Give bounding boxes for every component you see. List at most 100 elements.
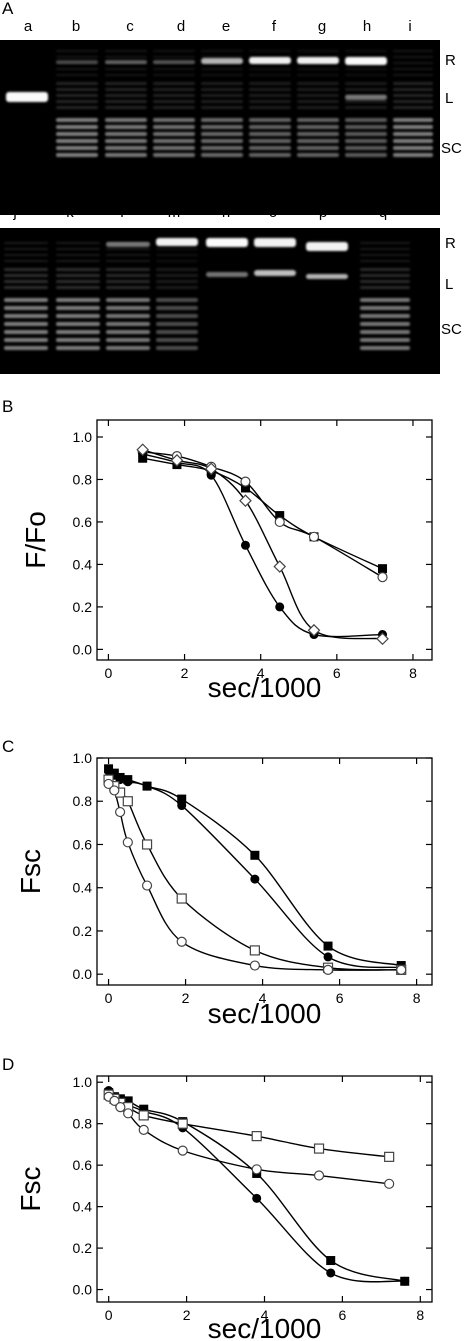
- gel-band: [105, 68, 147, 70]
- gel-band: [345, 68, 387, 70]
- gel-band: [153, 100, 195, 103]
- y-tick-label: 0.8: [73, 1116, 93, 1132]
- y-tick-label: 0.0: [73, 966, 93, 982]
- gel-band: [106, 330, 150, 334]
- gel-band: [201, 82, 243, 85]
- gel-band: [393, 56, 433, 58]
- marker-filled-square: [323, 941, 333, 951]
- marker-open-circle: [322, 964, 334, 975]
- gel-band: [249, 132, 291, 136]
- x-tick-label: 6: [333, 665, 341, 681]
- gel-band: [56, 260, 100, 262]
- gel-band: [56, 94, 98, 97]
- gel-band: [201, 125, 243, 129]
- gel-band: [206, 238, 248, 247]
- gel-band: [156, 248, 198, 250]
- gel-band: [56, 125, 98, 129]
- gel-band: [393, 88, 433, 91]
- lane-label: h: [362, 18, 372, 35]
- series-open-circle: [108, 1096, 390, 1185]
- gel-band: [297, 106, 339, 109]
- gel-band: [345, 57, 387, 65]
- x-tick-label: 0: [105, 1307, 113, 1323]
- marker-open-circle: [122, 837, 133, 848]
- y-tick-label: 1.0: [73, 750, 93, 766]
- marker-filled-circle: [400, 1276, 410, 1286]
- x-tick-label: 0: [105, 990, 113, 1006]
- gel-band: [106, 322, 150, 326]
- y-tick-label: 0.0: [73, 1282, 93, 1298]
- gel-band: [153, 125, 195, 129]
- gel-band: [156, 268, 198, 271]
- lane-label: g: [317, 18, 327, 35]
- marker-filled-square: [177, 794, 187, 804]
- gel-band: [106, 242, 150, 244]
- lane-label: j: [13, 204, 17, 221]
- marker-open-circle: [176, 936, 187, 947]
- lane-label: m: [167, 204, 181, 221]
- gel-band: [156, 260, 198, 262]
- gel-band: [4, 260, 48, 262]
- gel-band: [153, 132, 195, 136]
- y-tick-label: 0.6: [73, 514, 93, 530]
- marker-filled-circle: [250, 874, 260, 884]
- gel-band: [201, 146, 243, 150]
- x-axis-label: sec/1000: [208, 672, 322, 703]
- series-line: [108, 770, 402, 969]
- panel-letter-b: B: [2, 397, 14, 416]
- marker-open-circle: [313, 1170, 325, 1181]
- series-line: [142, 449, 383, 640]
- y-tick-label: 0.4: [73, 880, 93, 896]
- gel-band: [56, 286, 100, 289]
- gel-band: [153, 118, 195, 122]
- series-markers-filled-circle: [104, 1086, 410, 1286]
- gel-band: [393, 74, 433, 76]
- gel-band: [249, 68, 291, 70]
- marker-open-diamond: [170, 454, 184, 467]
- gel-band: [56, 274, 100, 277]
- gel-band: [345, 50, 387, 52]
- marker-open-circle: [308, 531, 320, 542]
- marker-open-diamond: [136, 443, 150, 457]
- gel-band: [56, 118, 98, 122]
- band-label-sc: SC: [441, 140, 462, 157]
- gel-band: [156, 330, 198, 334]
- gel-band: [56, 132, 98, 136]
- marker-open-circle: [274, 516, 285, 528]
- gel-band: [360, 254, 410, 256]
- gel-band: [249, 125, 291, 129]
- x-tick-label: 4: [259, 990, 267, 1006]
- gel-band: [393, 153, 433, 157]
- gel-band: [105, 88, 147, 91]
- band-label-r: R: [445, 52, 456, 69]
- gel-band: [393, 125, 433, 129]
- gel-band: [105, 60, 147, 64]
- gel-band: [156, 298, 198, 302]
- gel-band: [105, 50, 147, 52]
- series-filled-square: [108, 768, 402, 967]
- y-tick-label: 0.8: [73, 793, 93, 809]
- gel-band: [393, 146, 433, 150]
- series-line: [108, 1090, 405, 1283]
- panel-letter-d: D: [2, 1055, 15, 1074]
- gel-band: [153, 146, 195, 150]
- marker-open-diamond: [376, 632, 389, 646]
- x-tick-label: 8: [409, 665, 417, 681]
- marker-filled-circle: [252, 1193, 262, 1203]
- gel-band: [106, 346, 150, 350]
- lane-label: d: [176, 18, 186, 35]
- panel-letter-c: C: [2, 737, 15, 756]
- gel-band: [201, 118, 243, 122]
- gel-band: [156, 314, 198, 318]
- gel-band: [360, 274, 410, 277]
- marker-open-circle: [115, 1102, 126, 1113]
- series-filled-circle: [108, 770, 402, 969]
- gel-band: [56, 242, 100, 244]
- series-line: [108, 768, 402, 967]
- gel-band: [249, 118, 291, 122]
- series-line: [108, 1092, 405, 1282]
- y-tick-label: 0.2: [73, 923, 93, 939]
- gel-band: [105, 106, 147, 109]
- marker-open-circle: [141, 880, 153, 891]
- series-open-square: [108, 1094, 390, 1158]
